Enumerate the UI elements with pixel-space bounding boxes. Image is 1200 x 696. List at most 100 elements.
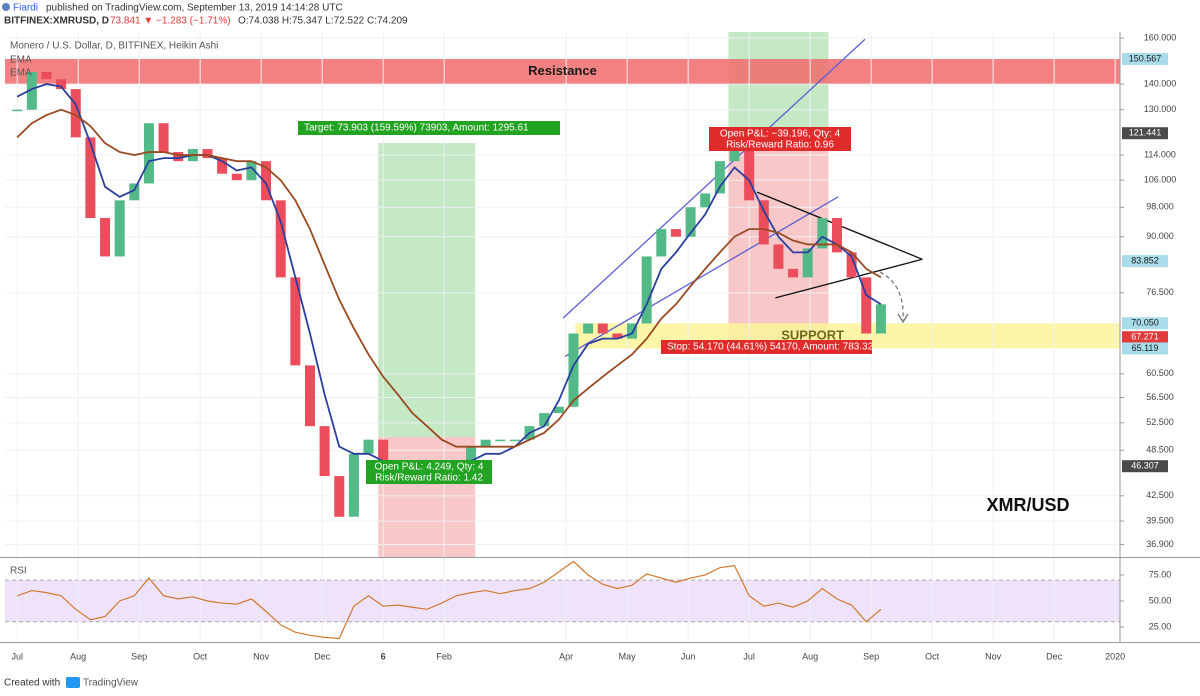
x-tick-label: Aug bbox=[70, 651, 86, 661]
candle bbox=[290, 277, 301, 366]
y-tick-label: 106.000 bbox=[1144, 175, 1177, 185]
candle bbox=[363, 439, 374, 454]
long-pnl-box bbox=[366, 460, 492, 484]
candle bbox=[334, 476, 345, 517]
candle bbox=[700, 193, 711, 208]
trend-line bbox=[564, 196, 839, 358]
candle bbox=[568, 333, 579, 407]
price-label-box bbox=[1122, 331, 1168, 344]
price-label-box bbox=[1122, 460, 1168, 473]
y-tick-label: 60.500 bbox=[1146, 368, 1174, 378]
y-tick-label: 56.500 bbox=[1146, 392, 1174, 402]
x-tick-label: Dec bbox=[314, 651, 331, 661]
candle bbox=[275, 200, 286, 278]
position-zone bbox=[378, 143, 476, 437]
x-tick-label: Oct bbox=[925, 651, 940, 661]
x-tick-label: Sep bbox=[863, 651, 879, 661]
candle bbox=[846, 252, 857, 278]
candle bbox=[158, 123, 169, 153]
y-tick-label: 140.000 bbox=[1144, 78, 1177, 88]
candle bbox=[231, 173, 242, 181]
footer-brand: TradingView bbox=[83, 678, 139, 689]
x-tick-label: Nov bbox=[253, 651, 270, 661]
candle bbox=[495, 439, 506, 442]
candle bbox=[70, 89, 81, 138]
axes: 160.000 140.000 130.000 114.000 106.000 98.00… bbox=[11, 32, 1176, 661]
candle bbox=[378, 439, 389, 462]
price-label-box bbox=[1122, 342, 1168, 355]
stop-box bbox=[661, 340, 872, 354]
price-label: 121.441 bbox=[1129, 128, 1162, 138]
y-tick-label: 36.900 bbox=[1146, 539, 1174, 549]
price-label-box bbox=[1122, 255, 1168, 268]
candle bbox=[656, 229, 667, 257]
candle bbox=[509, 439, 520, 442]
candle bbox=[114, 200, 125, 257]
candle bbox=[583, 323, 594, 334]
candle bbox=[744, 149, 755, 201]
price-label: 83.852 bbox=[1131, 256, 1159, 266]
y-tick-label: 39.500 bbox=[1146, 515, 1174, 525]
price-label: 70.050 bbox=[1131, 318, 1159, 328]
x-tick-label: May bbox=[619, 651, 637, 661]
candle bbox=[788, 268, 799, 278]
candle bbox=[612, 333, 623, 339]
short-pnl: Open P&L: −39.196, Qty: 4 bbox=[720, 129, 841, 140]
candle bbox=[143, 123, 154, 184]
price-label-box bbox=[1122, 317, 1168, 330]
candle bbox=[202, 149, 213, 159]
candle bbox=[817, 218, 828, 249]
subtitle: Monero / U.S. Dollar, D, BITFINEX, Heiki… bbox=[10, 41, 218, 52]
rsi-tick-label: 75.00 bbox=[1149, 569, 1172, 579]
candle bbox=[129, 183, 140, 201]
y-tick-label: 160.000 bbox=[1144, 32, 1177, 42]
short-pnl-box bbox=[709, 127, 851, 151]
x-tick-label: Jul bbox=[11, 651, 23, 661]
candle bbox=[466, 446, 477, 462]
price-label: 67.271 bbox=[1131, 332, 1159, 342]
price-band bbox=[5, 58, 1120, 85]
candle bbox=[641, 256, 652, 324]
stop-label: Stop: 54.170 (44.61%) 54170, Amount: 783… bbox=[667, 342, 874, 353]
x-tick-label: Jul bbox=[743, 651, 755, 661]
target-box bbox=[298, 121, 560, 135]
x-tick-label: 2020 bbox=[1105, 651, 1125, 661]
candle bbox=[627, 323, 638, 339]
rsi-tick-label: 25.00 bbox=[1149, 621, 1172, 631]
change: 73.841 ▼ −1.283 (−1.71%) bbox=[110, 16, 231, 27]
marks bbox=[12, 71, 886, 640]
rsi-band bbox=[5, 580, 1120, 622]
y-tick-label: 130.000 bbox=[1144, 104, 1177, 114]
y-tick-label: 52.500 bbox=[1146, 417, 1174, 427]
candle bbox=[217, 158, 228, 174]
candle bbox=[758, 200, 769, 245]
x-tick-label: Jun bbox=[681, 651, 696, 661]
y-tick-label: 90.000 bbox=[1146, 231, 1174, 241]
y-tick-label: 114.000 bbox=[1144, 149, 1176, 159]
brand-logo bbox=[66, 677, 80, 688]
candle bbox=[12, 109, 23, 112]
candle bbox=[26, 71, 37, 110]
arrow-head bbox=[897, 313, 909, 324]
ema-line bbox=[16, 108, 882, 448]
long-pnl: Open P&L: 4.249, Qty: 4 bbox=[375, 462, 484, 473]
band-label: SUPPORT bbox=[781, 327, 844, 342]
candle bbox=[773, 244, 784, 269]
candle bbox=[85, 137, 96, 219]
published: published on TradingView.com, September … bbox=[46, 3, 343, 14]
price-label: 150.567 bbox=[1129, 53, 1162, 63]
x-tick-label: Nov bbox=[985, 651, 1002, 661]
legend-entry: EMA bbox=[10, 55, 32, 66]
candle bbox=[553, 406, 564, 414]
band-label: Resistance bbox=[528, 63, 597, 78]
candle bbox=[685, 207, 696, 237]
candle bbox=[670, 229, 681, 237]
candle bbox=[261, 161, 272, 201]
candle bbox=[714, 161, 725, 194]
candle bbox=[539, 413, 550, 427]
y-tick-label: 48.500 bbox=[1146, 445, 1174, 455]
candle bbox=[304, 365, 315, 427]
trend-line bbox=[775, 258, 923, 299]
x-tick-label: Sep bbox=[131, 651, 147, 661]
lines: Resistance SUPPORT bbox=[528, 38, 923, 358]
